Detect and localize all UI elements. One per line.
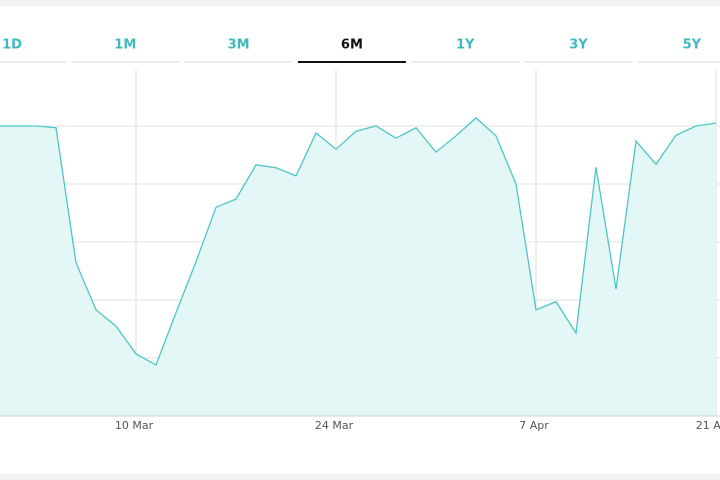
tab-label[interactable]: 1Y xyxy=(456,38,475,53)
tab-label[interactable]: 1M xyxy=(114,38,136,53)
tab-label[interactable]: 1D xyxy=(2,38,22,53)
x-tick-label: 10 Mar xyxy=(115,419,154,432)
x-tick-label: 24 Mar xyxy=(315,419,354,432)
x-tick-label: 7 Apr xyxy=(519,419,549,432)
x-tick-label: 21 Apr xyxy=(696,419,720,432)
tab-label[interactable]: 3M xyxy=(228,38,250,53)
tab-label[interactable]: 5Y xyxy=(683,38,702,53)
chart: 10 Mar 24 Mar 7 Apr 21 Apr xyxy=(0,70,720,432)
period-tabs: 1D 1M 3M 6M 1Y 3Y 5Y xyxy=(0,38,720,63)
area-fill xyxy=(0,117,716,416)
tab-label[interactable]: 3Y xyxy=(569,38,588,53)
top-strip xyxy=(0,0,720,6)
price-line xyxy=(0,117,717,366)
bottom-strip xyxy=(0,474,720,480)
tab-label[interactable]: 6M xyxy=(341,38,363,53)
